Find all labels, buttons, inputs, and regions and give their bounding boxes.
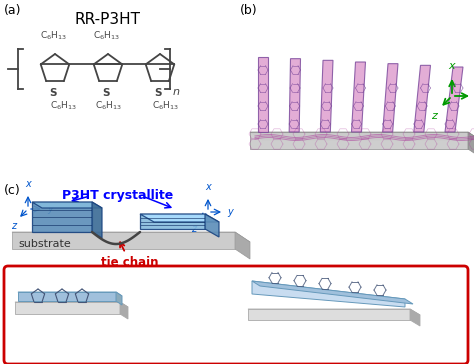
Polygon shape [352, 62, 365, 132]
Text: $\mathsf{C_6H_{13}}$: $\mathsf{C_6H_{13}}$ [49, 100, 76, 112]
Text: $\mathsf{C_6H_{13}}$: $\mathsf{C_6H_{13}}$ [152, 100, 179, 112]
Text: HMDS-treated: HMDS-treated [288, 320, 372, 333]
Polygon shape [414, 65, 430, 132]
Polygon shape [12, 232, 235, 249]
Polygon shape [250, 132, 474, 140]
Text: z: z [191, 224, 196, 234]
Text: substrate: substrate [18, 239, 71, 249]
Text: P3HT crystallite: P3HT crystallite [63, 189, 173, 202]
Polygon shape [289, 59, 301, 132]
Text: x: x [25, 179, 31, 189]
FancyBboxPatch shape [4, 266, 468, 364]
Text: n: n [173, 87, 180, 97]
Polygon shape [383, 64, 398, 132]
Polygon shape [18, 292, 116, 301]
Text: y: y [227, 207, 233, 217]
Polygon shape [140, 214, 219, 222]
Text: (c): (c) [4, 184, 21, 197]
Polygon shape [32, 202, 92, 232]
Polygon shape [18, 292, 122, 296]
Polygon shape [320, 60, 333, 132]
Polygon shape [248, 309, 420, 315]
Text: S: S [60, 305, 64, 311]
Text: S: S [80, 305, 84, 311]
Text: edge-on: edge-on [306, 272, 355, 285]
Text: S: S [154, 88, 162, 98]
Text: $\mathsf{C_6H_{13}}$: $\mathsf{C_6H_{13}}$ [39, 29, 66, 42]
Text: tie chain: tie chain [101, 242, 159, 269]
Text: S: S [49, 88, 57, 98]
Polygon shape [258, 57, 268, 132]
Polygon shape [445, 67, 463, 132]
Text: face-on: face-on [38, 272, 82, 285]
Polygon shape [235, 232, 250, 259]
Polygon shape [140, 214, 205, 229]
Text: $\mathsf{C_6H_{13}}$: $\mathsf{C_6H_{13}}$ [92, 29, 119, 42]
Text: z: z [431, 111, 437, 121]
Polygon shape [32, 202, 102, 208]
Text: S: S [102, 88, 110, 98]
Polygon shape [92, 202, 102, 238]
Text: (b): (b) [240, 4, 258, 17]
Text: x: x [449, 61, 456, 71]
Text: z: z [11, 221, 16, 231]
Polygon shape [12, 232, 250, 242]
Text: bare SiO₂: bare SiO₂ [39, 314, 95, 328]
Text: $\mathsf{C_6H_{13}}$: $\mathsf{C_6H_{13}}$ [94, 100, 121, 112]
Polygon shape [248, 309, 410, 320]
Polygon shape [120, 302, 128, 319]
Polygon shape [15, 302, 120, 314]
Polygon shape [468, 132, 474, 157]
Polygon shape [252, 281, 405, 307]
Text: S: S [36, 305, 40, 311]
Polygon shape [205, 214, 219, 237]
Polygon shape [116, 292, 122, 305]
Text: RR-P3HT: RR-P3HT [75, 12, 141, 27]
Text: x: x [205, 182, 211, 192]
Polygon shape [250, 132, 468, 149]
Text: (a): (a) [4, 4, 21, 17]
Polygon shape [410, 309, 420, 326]
Polygon shape [252, 281, 413, 304]
Text: y: y [47, 204, 53, 214]
Polygon shape [15, 302, 128, 307]
